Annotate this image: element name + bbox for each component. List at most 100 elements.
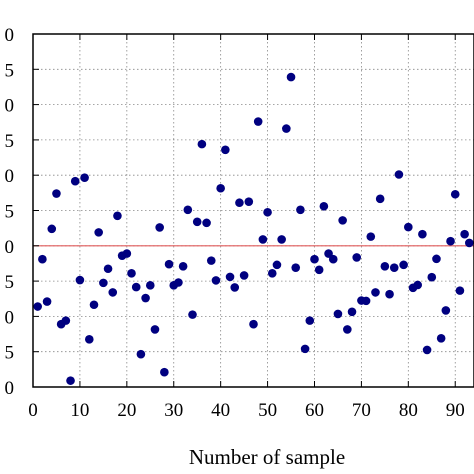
data-point bbox=[33, 302, 42, 311]
data-point bbox=[38, 254, 47, 264]
x-tick-label: 90 bbox=[446, 400, 465, 421]
x-tick-label: 20 bbox=[117, 400, 136, 421]
data-point bbox=[296, 205, 305, 215]
data-point bbox=[221, 145, 230, 155]
data-point bbox=[267, 269, 277, 278]
data-point bbox=[282, 124, 291, 133]
x-tick-label: 0 bbox=[28, 400, 38, 421]
data-point bbox=[47, 224, 57, 234]
data-point bbox=[122, 249, 132, 258]
data-point bbox=[465, 238, 474, 248]
data-point bbox=[371, 288, 380, 297]
data-point bbox=[52, 189, 61, 198]
data-point bbox=[375, 194, 385, 204]
data-point bbox=[343, 325, 352, 334]
data-point bbox=[389, 263, 399, 272]
data-point bbox=[460, 229, 469, 239]
data-point bbox=[244, 197, 254, 206]
data-point bbox=[394, 170, 404, 179]
data-point bbox=[272, 260, 282, 270]
data-point bbox=[66, 376, 75, 385]
data-point bbox=[84, 335, 94, 344]
data-point bbox=[239, 271, 249, 280]
data-point bbox=[319, 201, 329, 211]
axis-ticks bbox=[32, 33, 456, 388]
data-point bbox=[305, 316, 315, 325]
data-point bbox=[418, 229, 427, 239]
data-point bbox=[455, 286, 465, 295]
data-point bbox=[249, 319, 258, 329]
data-points bbox=[33, 72, 474, 385]
y-tick-label: 5 bbox=[5, 60, 15, 81]
data-point bbox=[42, 297, 52, 306]
data-point bbox=[75, 275, 85, 285]
data-point bbox=[399, 260, 408, 270]
data-point bbox=[338, 216, 347, 225]
data-point bbox=[441, 306, 451, 315]
data-point bbox=[450, 189, 460, 199]
data-point bbox=[108, 288, 118, 297]
data-point bbox=[286, 72, 296, 82]
data-point bbox=[314, 265, 324, 275]
grid bbox=[33, 34, 474, 387]
data-point bbox=[202, 218, 211, 228]
data-point bbox=[103, 264, 113, 274]
data-point bbox=[225, 272, 235, 282]
x-tick-label: 50 bbox=[258, 400, 277, 421]
y-tick-label: 5 bbox=[5, 131, 15, 152]
x-tick-label: 40 bbox=[211, 400, 230, 421]
data-point bbox=[300, 344, 310, 354]
data-point bbox=[155, 223, 164, 232]
data-point bbox=[206, 256, 216, 265]
data-point bbox=[366, 232, 376, 241]
data-point bbox=[113, 211, 122, 221]
data-point bbox=[141, 293, 150, 303]
data-point bbox=[404, 222, 413, 232]
data-point bbox=[263, 207, 272, 217]
data-point bbox=[192, 217, 202, 227]
data-point bbox=[324, 249, 333, 258]
data-point bbox=[422, 345, 432, 355]
data-point bbox=[427, 272, 437, 282]
data-point bbox=[178, 261, 188, 271]
x-tick-label: 80 bbox=[399, 400, 418, 421]
y-tick-label: 0 bbox=[5, 25, 15, 46]
data-point bbox=[99, 278, 108, 288]
data-point bbox=[160, 367, 169, 377]
data-point bbox=[333, 309, 343, 319]
y-tick-label: 0 bbox=[5, 307, 15, 328]
x-tick-label: 30 bbox=[164, 400, 183, 421]
data-point bbox=[174, 278, 183, 287]
data-point bbox=[235, 198, 244, 208]
data-point bbox=[347, 307, 357, 317]
data-point bbox=[188, 310, 197, 319]
data-point bbox=[197, 139, 207, 149]
y-tick-labels: 0 5 0 5 0 5 0 5 0 5 0 bbox=[5, 25, 15, 399]
data-point bbox=[385, 289, 394, 299]
data-point bbox=[94, 228, 103, 237]
data-point bbox=[436, 333, 446, 343]
data-point bbox=[258, 235, 268, 244]
data-point bbox=[253, 117, 263, 126]
x-tick-labels: 0 10 20 30 40 50 60 70 80 90 bbox=[28, 400, 464, 421]
y-tick-label: 5 bbox=[5, 343, 15, 364]
data-point bbox=[361, 296, 371, 306]
data-point bbox=[277, 235, 286, 244]
x-tick-label: 70 bbox=[352, 400, 371, 421]
data-point bbox=[183, 205, 193, 215]
data-point bbox=[446, 236, 455, 246]
data-point bbox=[136, 349, 146, 359]
x-tick-label: 10 bbox=[70, 400, 89, 421]
data-point bbox=[164, 259, 174, 269]
data-point bbox=[61, 316, 71, 325]
data-point bbox=[380, 261, 390, 271]
data-point bbox=[80, 173, 89, 182]
y-tick-label: 0 bbox=[5, 237, 15, 258]
data-point bbox=[413, 280, 423, 290]
x-tick-label: 60 bbox=[305, 400, 324, 421]
data-point bbox=[89, 300, 99, 310]
data-point bbox=[70, 176, 80, 186]
y-tick-label: 0 bbox=[5, 378, 15, 399]
x-axis-title: Number of sample bbox=[189, 445, 345, 469]
